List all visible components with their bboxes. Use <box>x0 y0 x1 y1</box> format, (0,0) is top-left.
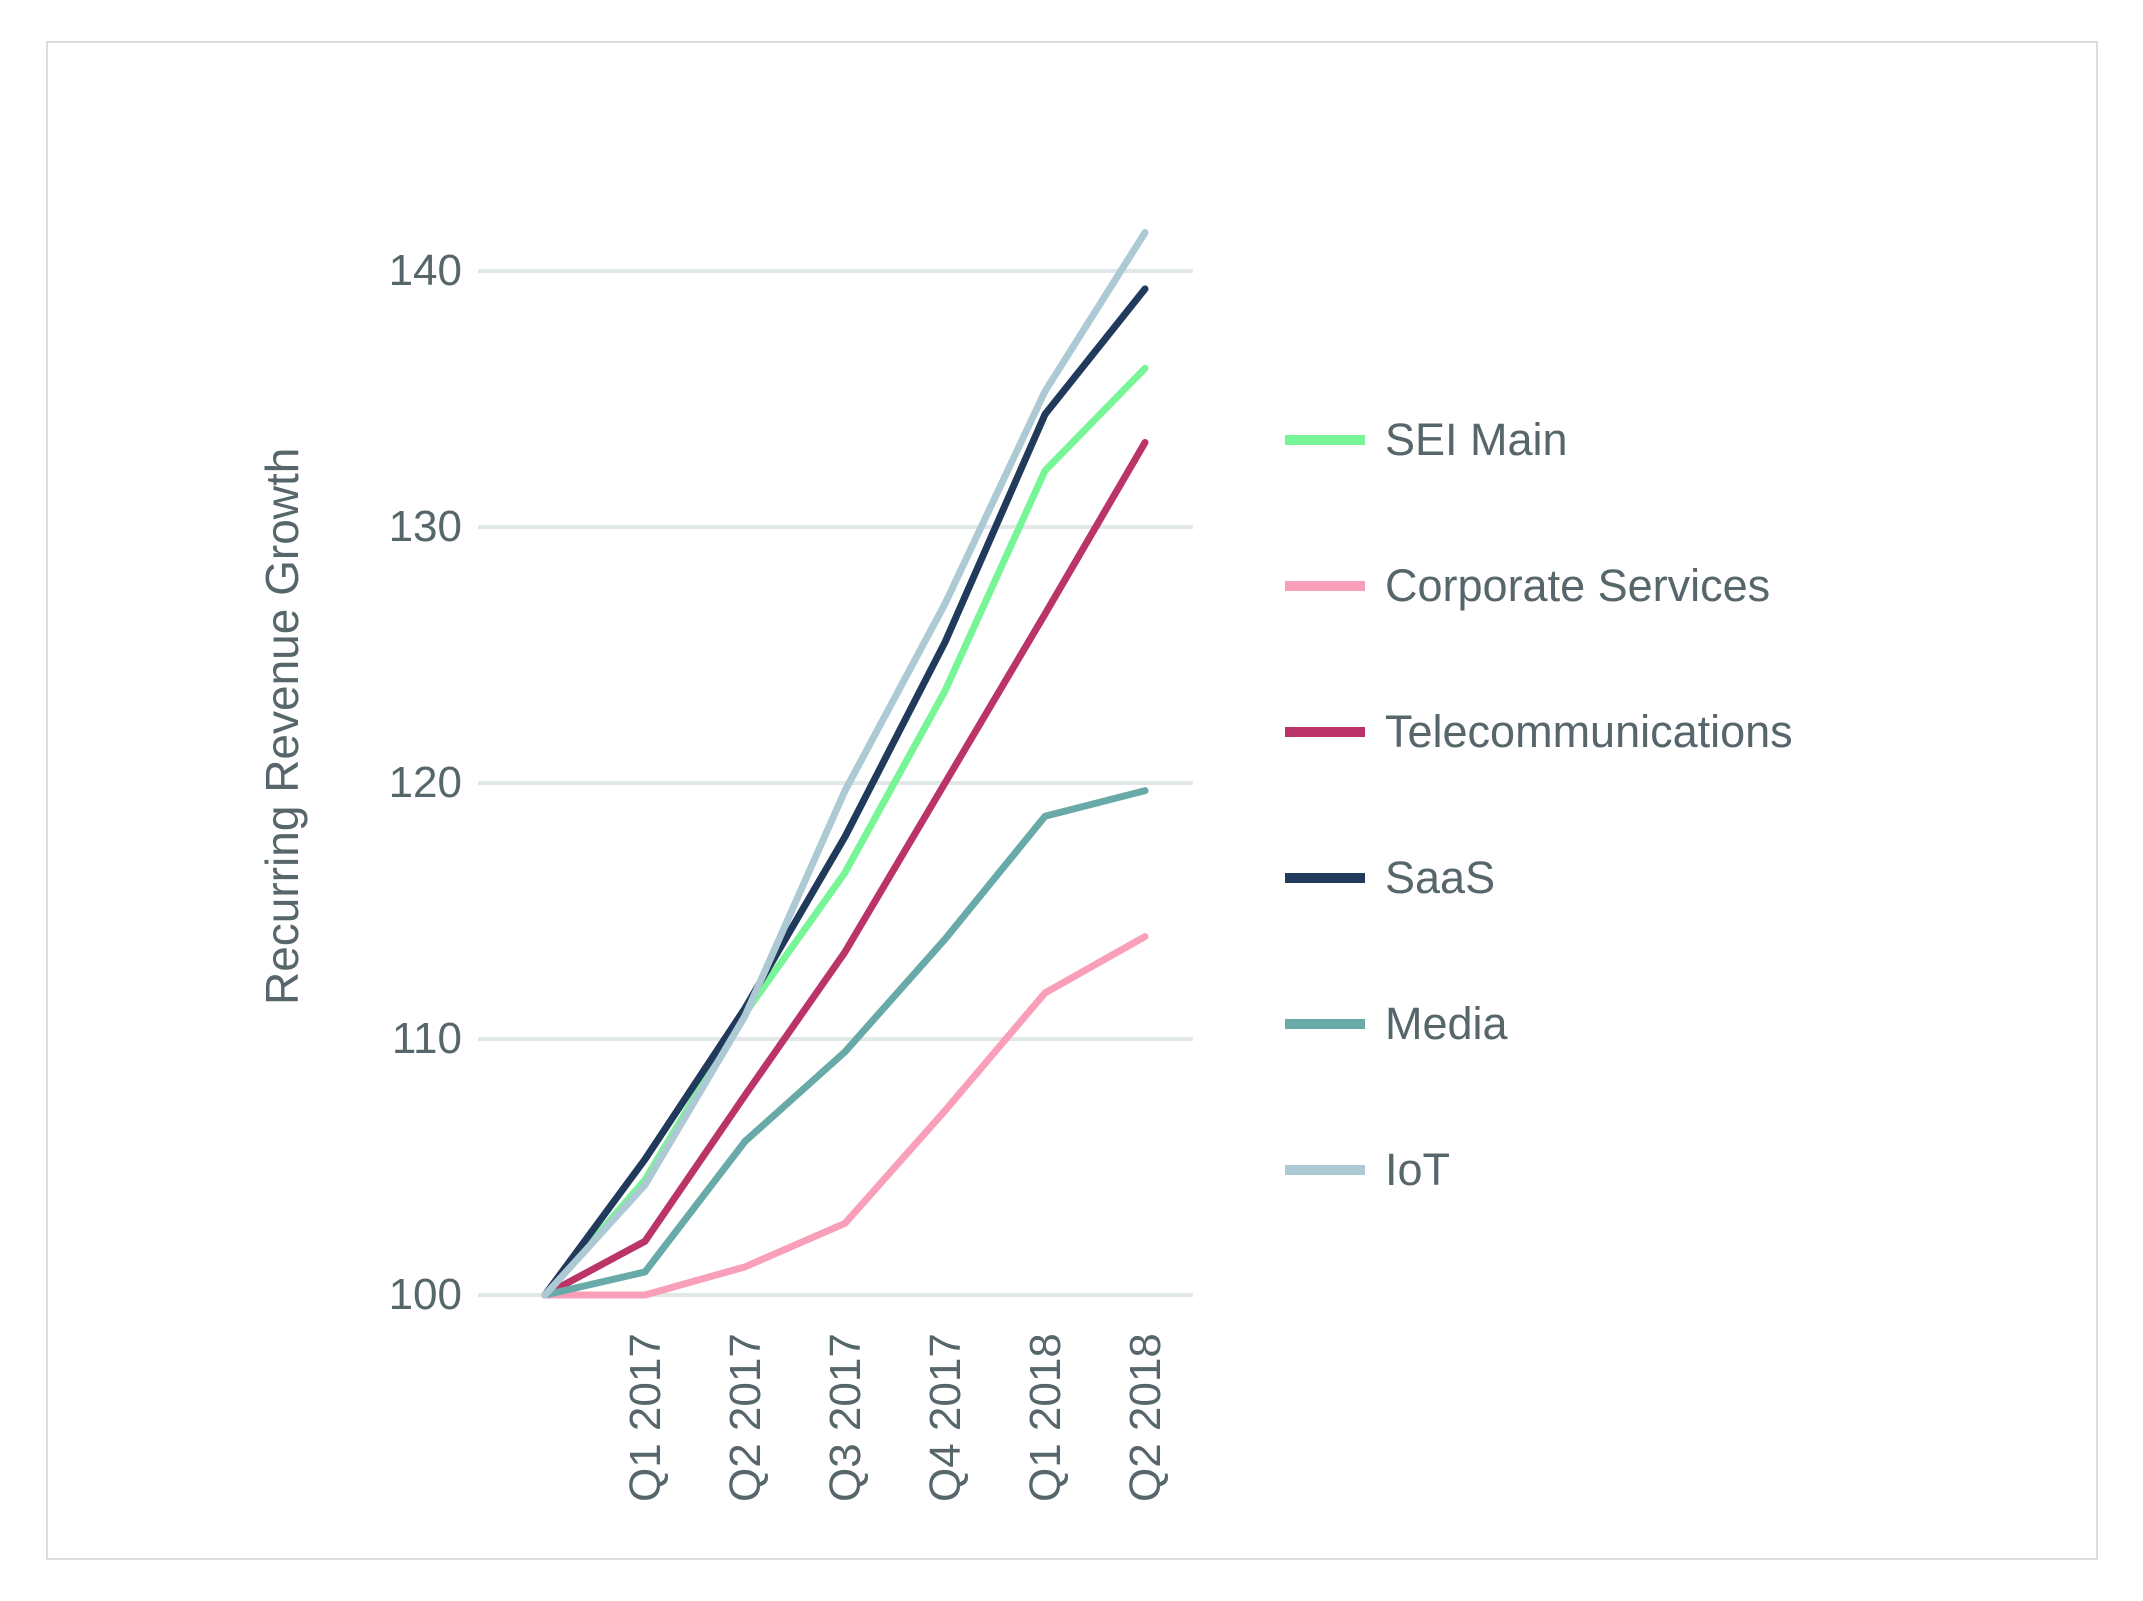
legend-label: Telecommunications <box>1385 706 1793 757</box>
legend-item: SEI Main <box>1285 412 1793 468</box>
legend-item: SaaS <box>1285 850 1793 906</box>
legend-swatch <box>1285 581 1365 591</box>
legend-swatch <box>1285 873 1365 883</box>
series-line-media <box>541 787 1149 1299</box>
y-tick-label: 110 <box>391 1014 462 1063</box>
legend-label: IoT <box>1385 1144 1451 1195</box>
y-tick-label: 120 <box>388 758 462 807</box>
legend-swatch <box>1285 435 1365 445</box>
legend-label: SaaS <box>1385 852 1496 903</box>
x-tick-label: Q2 2018 <box>1121 1333 1170 1502</box>
legend-item: Telecommunications <box>1285 704 1793 760</box>
legend-swatch <box>1285 1019 1365 1029</box>
y-tick-label: 140 <box>388 246 462 295</box>
series-line-corporate-services <box>541 933 1149 1299</box>
legend-label: Corporate Services <box>1385 560 1771 611</box>
legend-item: IoT <box>1285 1142 1793 1198</box>
page-frame <box>46 41 2098 1560</box>
x-tick-label: Q1 2017 <box>621 1333 670 1502</box>
legend-item: Media <box>1285 996 1793 1052</box>
legend-item: Corporate Services <box>1285 558 1793 614</box>
legend-swatch <box>1285 727 1365 737</box>
legend-label: Media <box>1385 998 1508 1049</box>
legend-swatch <box>1285 1165 1365 1175</box>
y-tick-label: 100 <box>388 1270 462 1319</box>
series-line-iot <box>541 229 1149 1299</box>
series-line-telecommunications <box>541 439 1149 1299</box>
x-tick-label: Q3 2017 <box>821 1333 870 1502</box>
x-tick-label: Q1 2018 <box>1021 1333 1070 1502</box>
series-line-saas <box>541 285 1149 1299</box>
x-tick-label: Q2 2017 <box>721 1333 770 1502</box>
y-tick-label: 130 <box>388 502 462 551</box>
legend-label: SEI Main <box>1385 414 1568 465</box>
x-tick-label: Q4 2017 <box>921 1333 970 1502</box>
legend: SEI Main Corporate Services Telecommunic… <box>1285 412 1793 1198</box>
y-axis-title: Recurring Revenue Growth <box>256 447 308 1005</box>
